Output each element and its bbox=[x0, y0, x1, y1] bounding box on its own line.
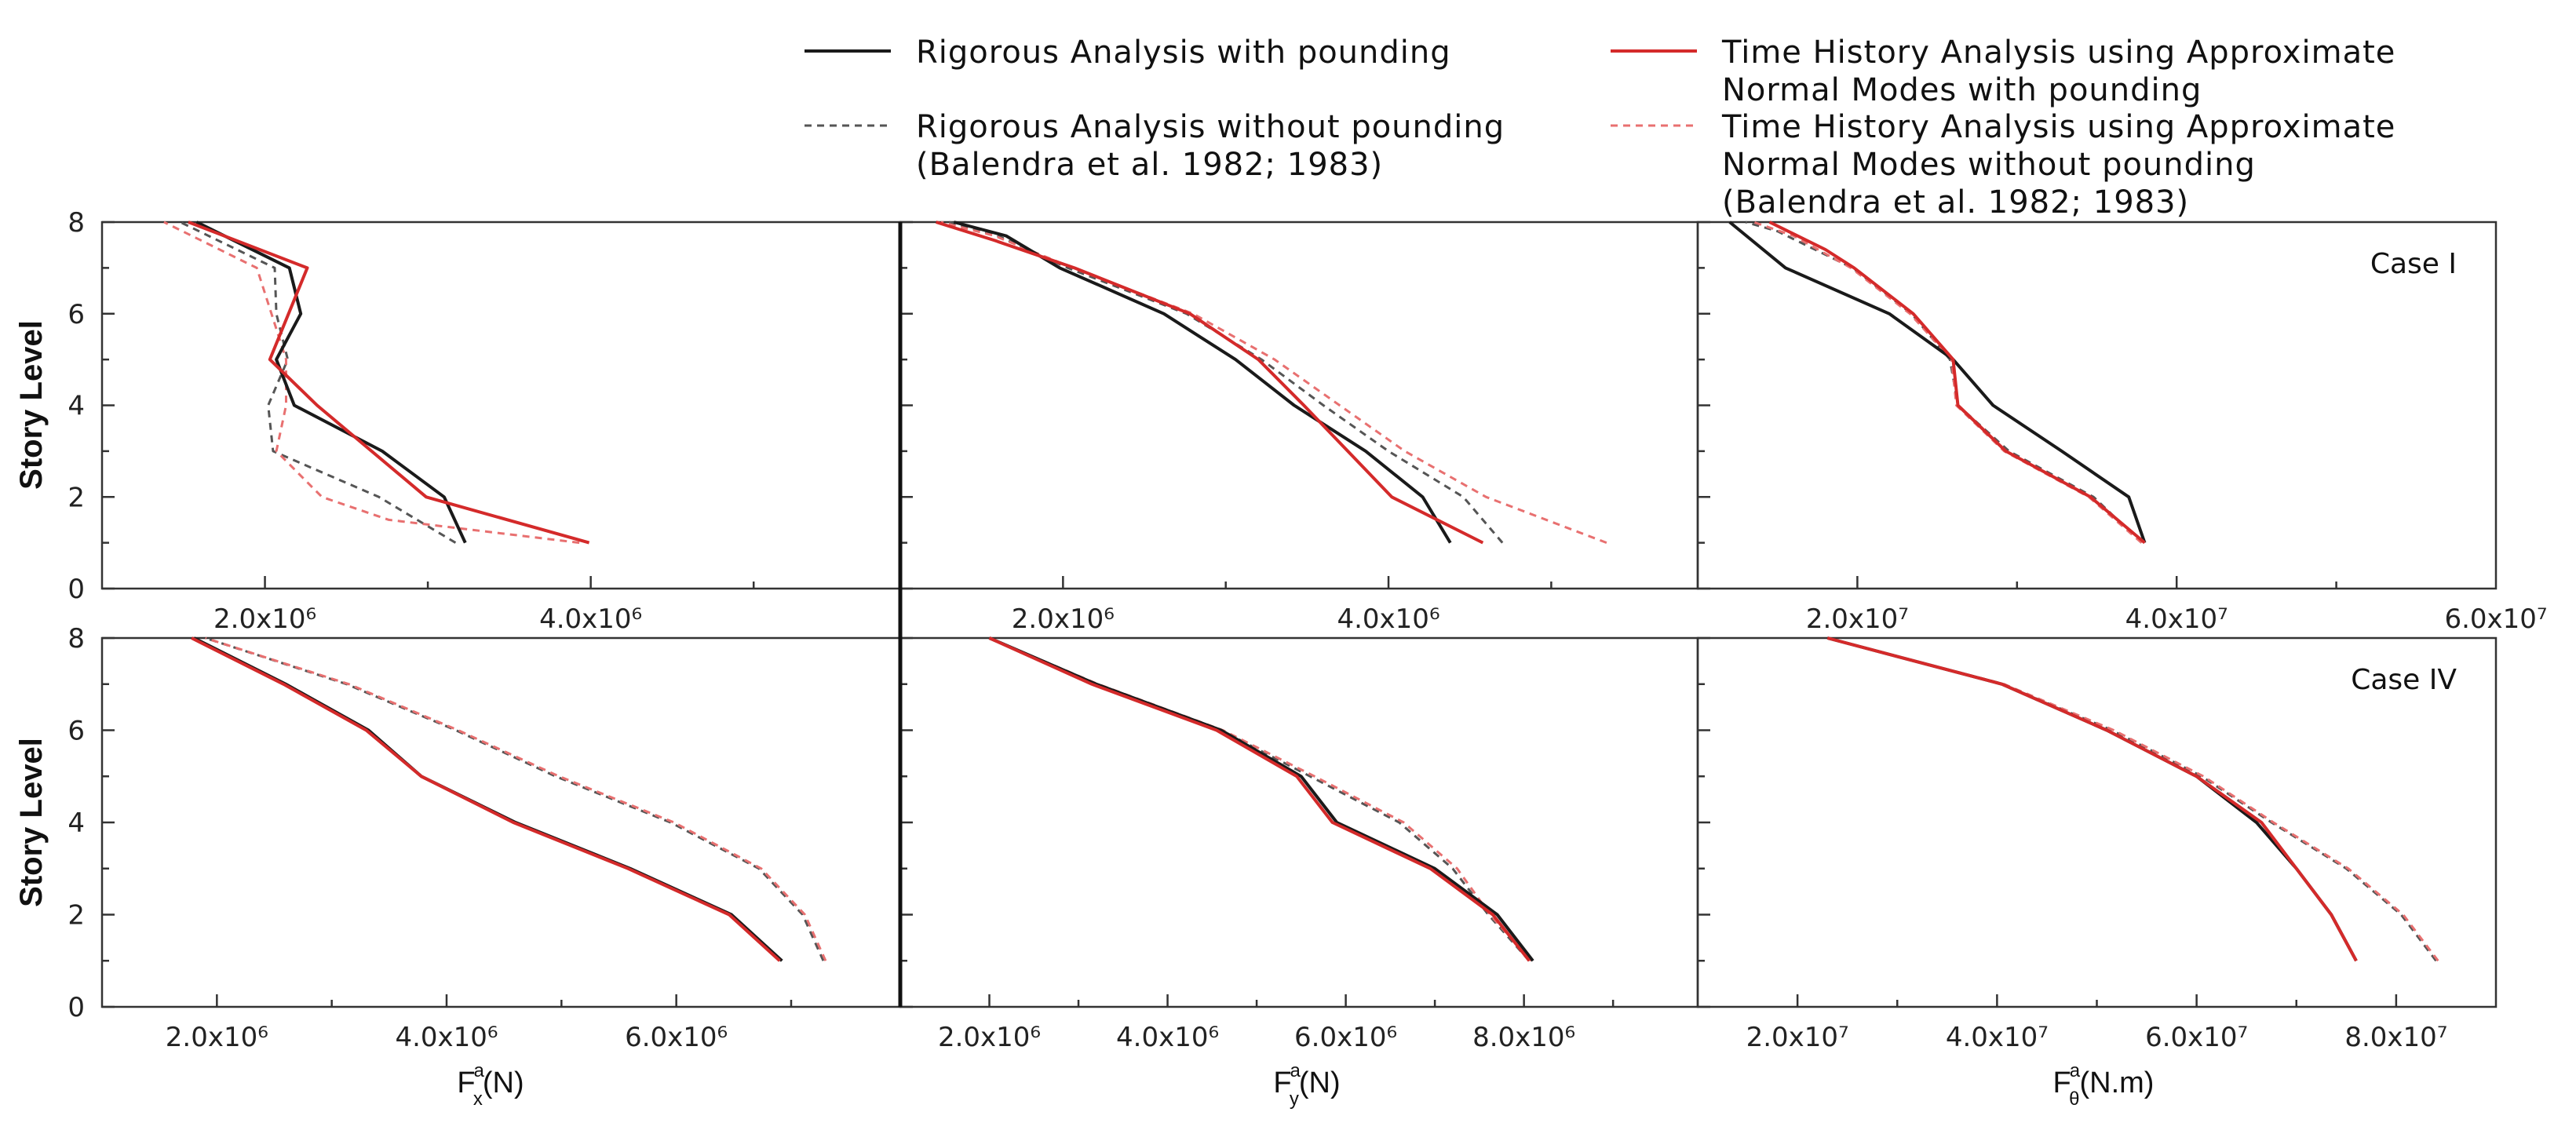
x-axis-title: Fa θ(N.m) bbox=[2053, 1060, 2155, 1110]
x-tick-label: 6.0x10⁶ bbox=[1294, 1022, 1397, 1053]
x-tick-label: 2.0x10⁶ bbox=[1012, 603, 1115, 635]
panels: 0 2 4 6 8 2.0x10⁶ 4.0x10⁶ 2.0x10⁶ 4.0x10⁶ 2.0x10⁷… bbox=[68, 207, 2547, 1053]
x-tick-label: 4.0x10⁶ bbox=[1116, 1022, 1219, 1053]
series-line-2 bbox=[988, 636, 1531, 962]
legend: Rigorous Analysis with pounding Time Hist… bbox=[805, 35, 2395, 221]
x-tick-label: 2.0x10⁶ bbox=[213, 603, 316, 635]
y-tick-label: 2 bbox=[68, 482, 85, 513]
x-tick-label: 2.0x10⁷ bbox=[1806, 603, 1909, 635]
panel-r1-c0: 0 2 4 6 8 2.0x10⁶ 4.0x10⁶ 6.0x10⁶ bbox=[68, 623, 902, 1053]
panel-r0-c2: 2.0x10⁷ 4.0x10⁷ 6.0x10⁷ bbox=[1696, 221, 2548, 635]
series-line-1 bbox=[988, 636, 1531, 962]
x-tick-label: 6.0x10⁶ bbox=[625, 1022, 728, 1053]
series-line-1 bbox=[191, 636, 781, 962]
y-tick-label: 6 bbox=[68, 716, 85, 747]
y-tick-label: 2 bbox=[68, 900, 85, 932]
x-tick-label: 6.0x10⁷ bbox=[2145, 1022, 2248, 1053]
legend-label-0-0: Rigorous Analysis with pounding bbox=[916, 35, 1451, 71]
legend-label-2-1: (Balendra et al. 1982; 1983) bbox=[916, 147, 1383, 183]
series-line-1 bbox=[1768, 221, 2146, 545]
series-line-0 bbox=[953, 221, 1452, 544]
panel-r0-c1: 2.0x10⁶ 4.0x10⁶ bbox=[899, 221, 1699, 635]
x-tick-label: 2.0x10⁶ bbox=[938, 1022, 1041, 1053]
y-tick-label: 6 bbox=[68, 299, 85, 330]
series-line-0 bbox=[1728, 221, 2147, 544]
series-line-3 bbox=[988, 636, 1532, 962]
case-label: Case IV bbox=[2351, 664, 2457, 696]
series-line-2 bbox=[179, 221, 457, 544]
y-axis-title: Story Level bbox=[14, 738, 49, 907]
legend-label-3-2: (Balendra et al. 1982; 1983) bbox=[1722, 184, 2189, 221]
series-line-2 bbox=[205, 636, 825, 961]
series-line-1 bbox=[188, 221, 590, 545]
x-tick-label: 4.0x10⁶ bbox=[539, 603, 642, 635]
x-tick-label: 8.0x10⁶ bbox=[1472, 1022, 1575, 1053]
x-tick-label: 4.0x10⁷ bbox=[1946, 1022, 2049, 1053]
series-line-1 bbox=[1826, 636, 2358, 962]
panel-r0-c0: 0 2 4 6 8 2.0x10⁶ 4.0x10⁶ bbox=[68, 207, 902, 635]
y-tick-label: 8 bbox=[68, 623, 85, 654]
x-tick-label: 6.0x10⁷ bbox=[2444, 603, 2547, 635]
series-line-3 bbox=[205, 636, 827, 961]
y-axis-title: Story Level bbox=[14, 320, 49, 490]
legend-label-3-0: Time History Analysis using Approximate bbox=[1721, 109, 2395, 145]
legend-label-3-1: Normal Modes without pounding bbox=[1722, 147, 2256, 183]
x-tick-label: 2.0x10⁷ bbox=[1746, 1022, 1849, 1053]
y-tick-label: 4 bbox=[68, 391, 85, 422]
x-tick-label: 2.0x10⁶ bbox=[166, 1022, 268, 1053]
series-line-0 bbox=[193, 636, 783, 962]
y-tick-label: 0 bbox=[68, 992, 85, 1023]
y-tick-label: 8 bbox=[68, 207, 85, 239]
x-tick-label: 4.0x10⁶ bbox=[1337, 603, 1439, 635]
x-tick-label: 8.0x10⁷ bbox=[2344, 1022, 2447, 1053]
series-line-1 bbox=[936, 221, 1484, 545]
x-tick-label: 4.0x10⁶ bbox=[395, 1022, 498, 1053]
series-line-3 bbox=[1826, 636, 2439, 962]
x-tick-label: 4.0x10⁷ bbox=[2125, 603, 2228, 635]
y-tick-label: 0 bbox=[68, 574, 85, 605]
legend-label-1-0: Time History Analysis using Approximate bbox=[1721, 35, 2395, 71]
legend-label-1-1: Normal Modes with pounding bbox=[1722, 72, 2202, 108]
x-axis-title: Fa y(N) bbox=[1273, 1060, 1340, 1110]
legend-label-2-0: Rigorous Analysis without pounding bbox=[916, 109, 1505, 145]
series-line-0 bbox=[1826, 636, 2358, 962]
series-line-2 bbox=[1826, 636, 2437, 962]
series-line-0 bbox=[988, 636, 1534, 962]
y-tick-label: 4 bbox=[68, 808, 85, 839]
panel-r1-c1: 2.0x10⁶ 4.0x10⁶ 6.0x10⁶ 8.0x10⁶ bbox=[899, 636, 1699, 1053]
case-label: Case I bbox=[2370, 248, 2457, 280]
plot-frame bbox=[899, 221, 1699, 590]
series-line-3 bbox=[163, 221, 580, 545]
plot-frame bbox=[899, 636, 1699, 1008]
axis-labels: Case I Case IV Story Level Story Level Fa x(N… bbox=[14, 248, 2457, 1110]
plot-frame bbox=[100, 636, 902, 1008]
series-line-0 bbox=[195, 221, 467, 544]
series-line-3 bbox=[940, 221, 1607, 545]
panel-r1-c2: 2.0x10⁷ 4.0x10⁷ 6.0x10⁷ 8.0x10⁷ bbox=[1696, 636, 2498, 1053]
x-axis-title: Fa x(N) bbox=[457, 1060, 524, 1110]
